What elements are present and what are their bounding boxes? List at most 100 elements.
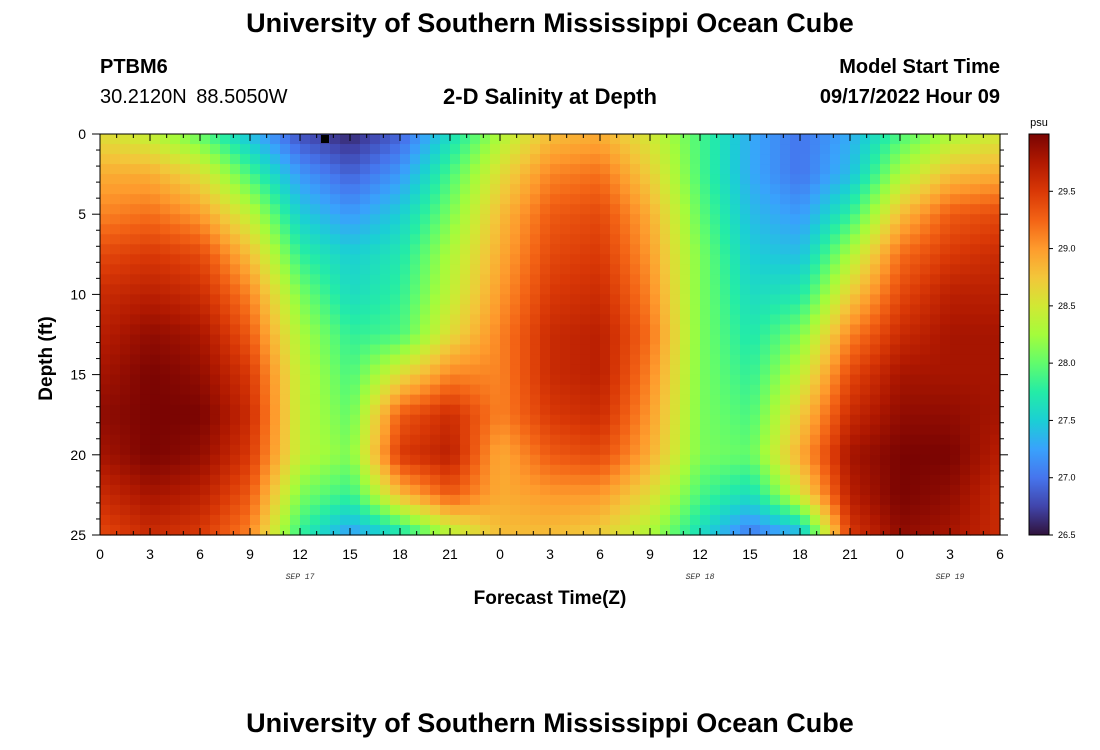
heatmap-cell	[990, 234, 1001, 245]
heatmap-cell	[980, 494, 991, 506]
heatmap-cell	[250, 184, 261, 195]
heatmap-cell	[500, 234, 511, 245]
heatmap-cell	[420, 354, 431, 366]
heatmap-cell	[100, 404, 111, 416]
heatmap-cell	[680, 164, 691, 175]
heatmap-cell	[980, 384, 991, 396]
heatmap-cell	[490, 314, 501, 326]
heatmap-cell	[730, 374, 741, 386]
heatmap-cell	[430, 444, 441, 456]
heatmap-cell	[930, 154, 941, 165]
heatmap-cell	[460, 504, 471, 516]
heatmap-cell	[410, 334, 421, 346]
heatmap-cell	[800, 144, 811, 155]
heatmap-cell	[340, 454, 351, 466]
heatmap-cell	[450, 424, 461, 436]
heatmap-cell	[510, 324, 521, 336]
heatmap-cell	[960, 194, 971, 205]
heatmap-cell	[810, 174, 821, 185]
heatmap-cell	[580, 204, 591, 215]
heatmap-cell	[990, 324, 1001, 336]
heatmap-cell	[860, 184, 871, 195]
heatmap-cell	[420, 164, 431, 175]
heatmap-cell	[510, 404, 521, 416]
heatmap-cell	[870, 264, 881, 275]
heatmap-cell	[470, 174, 481, 185]
heatmap-cell	[860, 504, 871, 516]
heatmap-cell	[350, 154, 361, 165]
heatmap-cell	[890, 274, 901, 285]
heatmap-cell	[250, 154, 261, 165]
heatmap-cell	[440, 484, 451, 496]
heatmap-cell	[520, 304, 531, 316]
heatmap-cell	[390, 184, 401, 195]
heatmap-cell	[690, 234, 701, 245]
heatmap-cell	[470, 284, 481, 296]
heatmap-cell	[730, 254, 741, 265]
heatmap-cell	[220, 314, 231, 326]
heatmap-cell	[820, 214, 831, 225]
heatmap-cell	[120, 484, 131, 496]
heatmap-cell	[760, 224, 771, 235]
heatmap-cell	[730, 224, 741, 235]
heatmap-cell	[760, 464, 771, 476]
heatmap-cell	[190, 404, 201, 416]
heatmap-cell	[430, 414, 441, 426]
heatmap-cell	[360, 154, 371, 165]
heatmap-cell	[570, 394, 581, 406]
heatmap-cell	[380, 414, 391, 426]
heatmap-cell	[240, 334, 251, 346]
heatmap-cell	[340, 384, 351, 396]
heatmap-cell	[400, 224, 411, 235]
heatmap-cell	[980, 144, 991, 155]
heatmap-cell	[270, 364, 281, 376]
heatmap-cell	[510, 434, 521, 446]
heatmap-cell	[590, 254, 601, 265]
heatmap-cell	[710, 244, 721, 255]
heatmap-cell	[620, 474, 631, 486]
heatmap-cell	[830, 424, 841, 436]
heatmap-cell	[730, 304, 741, 316]
heatmap-cell	[960, 144, 971, 155]
heatmap-cell	[260, 284, 271, 296]
heatmap-cell	[630, 334, 641, 346]
heatmap-cell	[650, 354, 661, 366]
heatmap-cell	[520, 424, 531, 436]
heatmap-cell	[890, 414, 901, 426]
heatmap-cell	[700, 164, 711, 175]
heatmap-cell	[270, 174, 281, 185]
heatmap-cell	[290, 404, 301, 416]
heatmap-cell	[830, 144, 841, 155]
heatmap-cell	[230, 514, 241, 526]
heatmap-cell	[170, 324, 181, 336]
heatmap-cell	[700, 314, 711, 326]
heatmap-cell	[430, 234, 441, 245]
heatmap-cell	[200, 484, 211, 496]
heatmap-cell	[760, 194, 771, 205]
heatmap-cell	[990, 214, 1001, 225]
heatmap-cell	[310, 254, 321, 265]
heatmap-cell	[980, 134, 991, 145]
heatmap-cell	[110, 514, 121, 526]
heatmap-cell	[450, 134, 461, 145]
heatmap-cell	[950, 464, 961, 476]
heatmap-cell	[280, 294, 291, 306]
heatmap-cell	[410, 344, 421, 356]
heatmap-cell	[410, 194, 421, 205]
heatmap-cell	[640, 384, 651, 396]
x-tick-label: 21	[442, 546, 458, 562]
heatmap-cell	[990, 334, 1001, 346]
heatmap-cell	[700, 214, 711, 225]
heatmap-cell	[550, 264, 561, 275]
heatmap-cell	[380, 194, 391, 205]
heatmap-cell	[930, 454, 941, 466]
heatmap-cell	[990, 364, 1001, 376]
heatmap-cell	[150, 504, 161, 516]
heatmap-cell	[330, 424, 341, 436]
heatmap-cell	[760, 474, 771, 486]
heatmap-cell	[390, 504, 401, 516]
heatmap-cell	[950, 474, 961, 486]
heatmap-cell	[710, 484, 721, 496]
heatmap-cell	[250, 324, 261, 336]
heatmap-cell	[220, 424, 231, 436]
